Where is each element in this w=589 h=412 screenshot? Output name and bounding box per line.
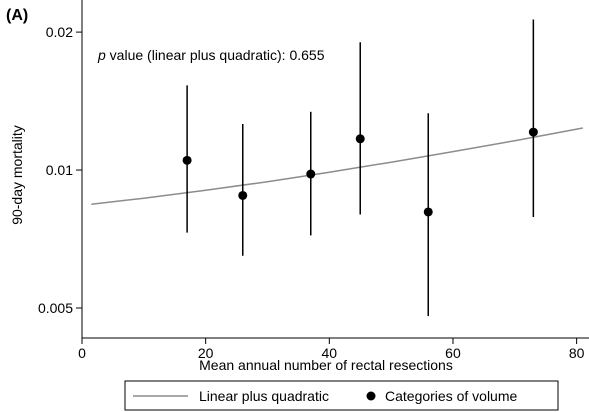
data-point bbox=[182, 155, 192, 165]
x-tick-label: 80 bbox=[569, 345, 585, 361]
fitted-curve-line bbox=[91, 127, 583, 206]
x-axis-title: Mean annual number of rectal resections bbox=[199, 357, 453, 373]
x-tick-label: 60 bbox=[445, 345, 461, 361]
p-value-symbol: p bbox=[97, 47, 106, 63]
y-tick-label: 0.005 bbox=[38, 300, 73, 316]
data-point bbox=[238, 190, 248, 200]
legend: Linear plus quadratic Categories of volu… bbox=[124, 380, 559, 411]
legend-point-swatch bbox=[366, 391, 376, 401]
x-tick-label: 20 bbox=[198, 345, 214, 361]
legend-label-points: Categories of volume bbox=[385, 388, 518, 404]
x-axis-ticks: 0 20 40 60 80 bbox=[78, 338, 585, 361]
x-tick-label: 0 bbox=[78, 345, 86, 361]
data-point bbox=[528, 127, 538, 137]
panel-label: (A) bbox=[6, 7, 28, 24]
data-point bbox=[423, 207, 433, 217]
legend-label-line: Linear plus quadratic bbox=[199, 388, 329, 404]
y-axis-title: 90-day mortality bbox=[9, 125, 25, 225]
plot-area bbox=[91, 19, 583, 317]
p-value-annotation: p value (linear plus quadratic): 0.655 bbox=[97, 47, 325, 63]
data-point bbox=[355, 134, 365, 144]
y-tick-label: 0.01 bbox=[46, 162, 73, 178]
y-tick-label: 0.02 bbox=[46, 24, 73, 40]
data-point bbox=[306, 169, 316, 179]
legend-box bbox=[124, 380, 559, 411]
x-tick-label: 40 bbox=[322, 345, 338, 361]
y-axis-ticks: 0.005 0.01 0.02 bbox=[38, 24, 82, 316]
p-value-text: value (linear plus quadratic): 0.655 bbox=[106, 47, 325, 63]
